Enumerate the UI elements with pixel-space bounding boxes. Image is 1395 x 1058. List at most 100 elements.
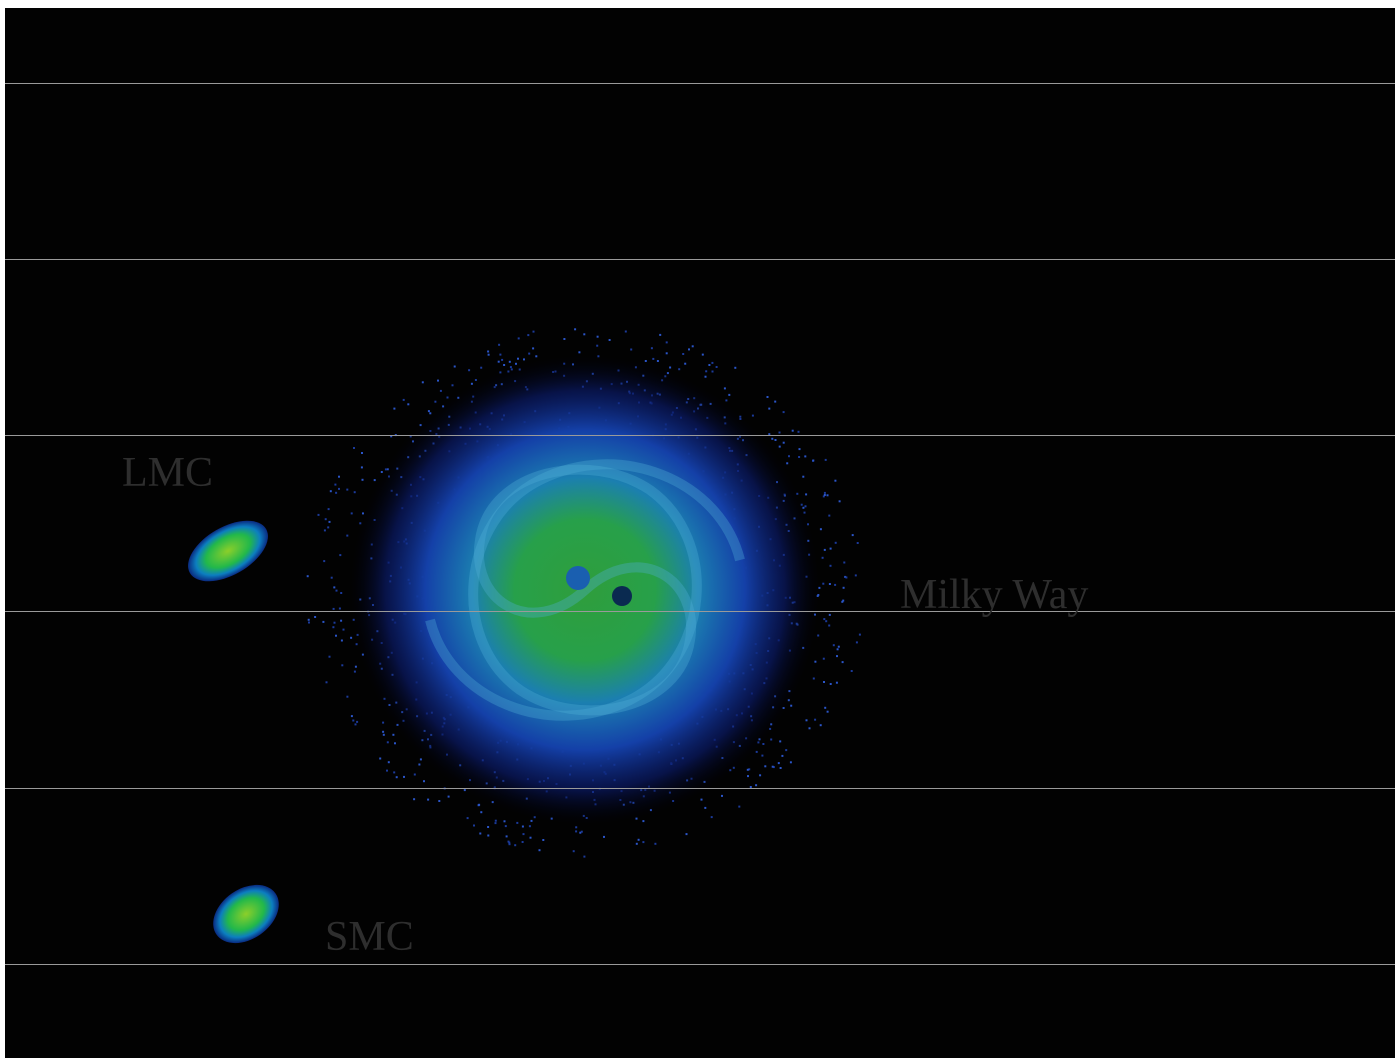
star (814, 718, 817, 721)
star (527, 334, 530, 337)
star (497, 360, 500, 363)
star (317, 513, 320, 516)
star (684, 362, 687, 365)
star (521, 841, 524, 843)
star (323, 560, 326, 563)
star (665, 341, 668, 344)
star (421, 381, 424, 384)
star (828, 624, 831, 627)
star (842, 599, 845, 602)
star (583, 333, 586, 336)
star (723, 387, 726, 390)
star (762, 743, 765, 745)
star (802, 475, 805, 478)
star (855, 641, 858, 644)
star (523, 358, 525, 361)
star (771, 437, 774, 440)
star (360, 466, 363, 469)
star (822, 582, 825, 585)
star (841, 661, 844, 664)
star (704, 806, 707, 809)
star (438, 800, 441, 802)
star (834, 583, 837, 586)
star (644, 360, 647, 362)
star (826, 710, 829, 713)
star (828, 613, 831, 616)
star (829, 564, 832, 567)
star (480, 366, 483, 369)
star (407, 403, 410, 406)
star (453, 365, 456, 368)
star (387, 761, 390, 764)
star (579, 831, 582, 834)
star (340, 592, 343, 594)
star (487, 350, 490, 353)
star (327, 508, 330, 511)
star (785, 749, 788, 752)
star (580, 830, 583, 833)
star (329, 490, 332, 493)
star (665, 352, 668, 355)
star (755, 750, 758, 753)
star (335, 634, 337, 637)
star (328, 655, 331, 658)
star (829, 683, 832, 685)
smc-galaxy (213, 884, 279, 944)
star (335, 491, 338, 494)
star (828, 583, 831, 585)
star (804, 455, 807, 458)
star (350, 512, 353, 515)
star (630, 348, 633, 351)
star (386, 769, 388, 772)
star (356, 720, 359, 723)
star (507, 840, 510, 843)
star (823, 548, 826, 551)
star (314, 616, 317, 618)
star (439, 389, 442, 392)
star (834, 479, 837, 482)
milky-way-label: Milky Way (900, 572, 1088, 618)
star (812, 459, 815, 462)
star (836, 655, 838, 658)
star (768, 433, 771, 436)
star (808, 727, 811, 730)
star (812, 677, 815, 680)
star (725, 399, 728, 402)
star (342, 628, 345, 631)
star (642, 841, 645, 844)
star (778, 431, 781, 434)
scan-lines (5, 83, 1395, 965)
star (829, 547, 832, 550)
star (782, 441, 785, 444)
star (514, 844, 517, 847)
star (521, 825, 524, 828)
star (824, 458, 827, 461)
star (823, 618, 826, 621)
star (596, 335, 599, 338)
star (332, 626, 335, 629)
star (771, 765, 774, 768)
lmc-label: LMC (122, 450, 213, 496)
star (858, 633, 861, 636)
star (470, 382, 473, 385)
star (434, 400, 437, 403)
star (393, 771, 396, 774)
star (535, 355, 538, 358)
star (494, 822, 497, 825)
star (845, 576, 848, 579)
star (528, 825, 531, 828)
star (480, 811, 483, 814)
star (701, 353, 704, 356)
star (322, 620, 325, 623)
star (382, 721, 385, 724)
star (446, 396, 449, 399)
star (738, 805, 741, 808)
star (805, 719, 808, 722)
star (823, 491, 826, 494)
star (834, 541, 837, 544)
star (382, 730, 385, 733)
star (844, 575, 847, 578)
star (777, 762, 780, 765)
star (575, 830, 578, 833)
star (350, 636, 353, 639)
